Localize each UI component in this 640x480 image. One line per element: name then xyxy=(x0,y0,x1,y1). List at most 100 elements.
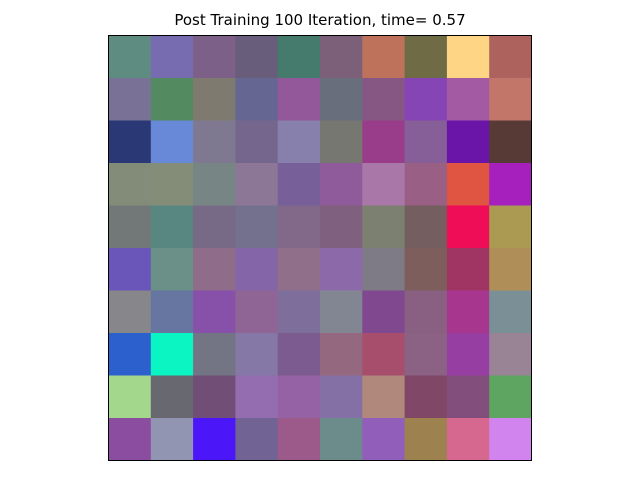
heatmap-cell-r6-c1 xyxy=(150,290,194,334)
heatmap-cell-r1-c2 xyxy=(193,78,236,121)
heatmap-cell-r6-c9 xyxy=(489,290,532,334)
heatmap-cell-r4-c9 xyxy=(489,205,532,249)
heatmap-cell-r6-c4 xyxy=(277,290,321,334)
heatmap-cell-r3-c3 xyxy=(235,163,279,206)
heatmap-cell-r3-c1 xyxy=(150,163,194,206)
heatmap-cell-r5-c2 xyxy=(193,248,236,291)
heatmap-cell-r4-c3 xyxy=(235,205,279,249)
heatmap-cell-r1-c3 xyxy=(235,78,279,121)
heatmap-cell-r8-c5 xyxy=(320,375,363,419)
heatmap-cell-r6-c6 xyxy=(362,290,406,334)
heatmap-cell-r1-c7 xyxy=(404,78,448,121)
heatmap-cell-r2-c5 xyxy=(320,120,363,164)
heatmap-cell-r7-c1 xyxy=(150,333,194,376)
heatmap-cell-r6-c3 xyxy=(235,290,279,334)
heatmap-cell-r2-c4 xyxy=(277,120,321,164)
plot-frame xyxy=(108,35,532,461)
heatmap-cell-r3-c7 xyxy=(404,163,448,206)
heatmap-cell-r5-c5 xyxy=(320,248,363,291)
heatmap-cell-r5-c3 xyxy=(235,248,279,291)
heatmap-cell-r3-c5 xyxy=(320,163,363,206)
heatmap-cell-r8-c7 xyxy=(404,375,448,419)
heatmap-cell-r5-c6 xyxy=(362,248,406,291)
heatmap-cell-r0-c0 xyxy=(108,35,152,79)
heatmap-cell-r9-c6 xyxy=(362,418,406,461)
heatmap-cell-r0-c8 xyxy=(446,35,490,79)
heatmap-cell-r9-c2 xyxy=(193,418,236,461)
heatmap-cell-r4-c8 xyxy=(446,205,490,249)
heatmap-cell-r2-c1 xyxy=(150,120,194,164)
heatmap-cell-r1-c1 xyxy=(150,78,194,121)
heatmap-cell-r8-c3 xyxy=(235,375,279,419)
heatmap-cell-r9-c0 xyxy=(108,418,152,461)
heatmap-cell-r8-c6 xyxy=(362,375,406,419)
heatmap-cell-r4-c7 xyxy=(404,205,448,249)
heatmap-cell-r3-c0 xyxy=(108,163,152,206)
heatmap-cell-r5-c7 xyxy=(404,248,448,291)
heatmap-cell-r0-c4 xyxy=(277,35,321,79)
heatmap-cell-r8-c2 xyxy=(193,375,236,419)
heatmap-cell-r7-c3 xyxy=(235,333,279,376)
heatmap-cell-r6-c2 xyxy=(193,290,236,334)
heatmap-cell-r3-c2 xyxy=(193,163,236,206)
heatmap-cell-r1-c8 xyxy=(446,78,490,121)
heatmap-cell-r7-c6 xyxy=(362,333,406,376)
heatmap-cell-r2-c2 xyxy=(193,120,236,164)
heatmap-cell-r7-c5 xyxy=(320,333,363,376)
heatmap-cell-r0-c7 xyxy=(404,35,448,79)
heatmap-cell-r0-c9 xyxy=(489,35,532,79)
heatmap-cell-r4-c5 xyxy=(320,205,363,249)
heatmap-cell-r6-c8 xyxy=(446,290,490,334)
heatmap-cell-r9-c3 xyxy=(235,418,279,461)
heatmap-cell-r9-c4 xyxy=(277,418,321,461)
heatmap-cell-r1-c0 xyxy=(108,78,152,121)
chart-title: Post Training 100 Iteration, time= 0.57 xyxy=(174,11,466,29)
heatmap-cell-r9-c5 xyxy=(320,418,363,461)
heatmap-cell-r9-c9 xyxy=(489,418,532,461)
heatmap-cells xyxy=(108,35,532,461)
heatmap-cell-r2-c9 xyxy=(489,120,532,164)
heatmap-cell-r8-c9 xyxy=(489,375,532,419)
heatmap-cell-r3-c4 xyxy=(277,163,321,206)
heatmap-cell-r5-c1 xyxy=(150,248,194,291)
heatmap-cell-r5-c9 xyxy=(489,248,532,291)
heatmap-cell-r4-c0 xyxy=(108,205,152,249)
heatmap-cell-r2-c8 xyxy=(446,120,490,164)
heatmap-cell-r9-c1 xyxy=(150,418,194,461)
heatmap-cell-r7-c4 xyxy=(277,333,321,376)
heatmap-cell-r2-c0 xyxy=(108,120,152,164)
heatmap-cell-r7-c8 xyxy=(446,333,490,376)
heatmap-cell-r7-c2 xyxy=(193,333,236,376)
heatmap-cell-r3-c8 xyxy=(446,163,490,206)
heatmap-cell-r9-c8 xyxy=(446,418,490,461)
heatmap-cell-r8-c8 xyxy=(446,375,490,419)
heatmap-cell-r0-c1 xyxy=(150,35,194,79)
heatmap-cell-r5-c8 xyxy=(446,248,490,291)
heatmap-cell-r8-c0 xyxy=(108,375,152,419)
heatmap-cell-r4-c2 xyxy=(193,205,236,249)
heatmap-cell-r0-c6 xyxy=(362,35,406,79)
heatmap-cell-r7-c9 xyxy=(489,333,532,376)
heatmap-cell-r1-c4 xyxy=(277,78,321,121)
heatmap-cell-r2-c7 xyxy=(404,120,448,164)
heatmap-cell-r0-c2 xyxy=(193,35,236,79)
heatmap-cell-r5-c0 xyxy=(108,248,152,291)
heatmap-cell-r3-c9 xyxy=(489,163,532,206)
heatmap-cell-r8-c1 xyxy=(150,375,194,419)
heatmap-cell-r1-c6 xyxy=(362,78,406,121)
heatmap-cell-r2-c3 xyxy=(235,120,279,164)
heatmap-cell-r0-c3 xyxy=(235,35,279,79)
heatmap-cell-r6-c0 xyxy=(108,290,152,334)
heatmap-cell-r8-c4 xyxy=(277,375,321,419)
heatmap-cell-r0-c5 xyxy=(320,35,363,79)
heatmap-cell-r1-c5 xyxy=(320,78,363,121)
heatmap-cell-r4-c6 xyxy=(362,205,406,249)
heatmap-cell-r4-c4 xyxy=(277,205,321,249)
heatmap-cell-r1-c9 xyxy=(489,78,532,121)
heatmap-cell-r4-c1 xyxy=(150,205,194,249)
heatmap-cell-r6-c5 xyxy=(320,290,363,334)
heatmap-cell-r3-c6 xyxy=(362,163,406,206)
heatmap-cell-r7-c7 xyxy=(404,333,448,376)
heatmap-cell-r7-c0 xyxy=(108,333,152,376)
